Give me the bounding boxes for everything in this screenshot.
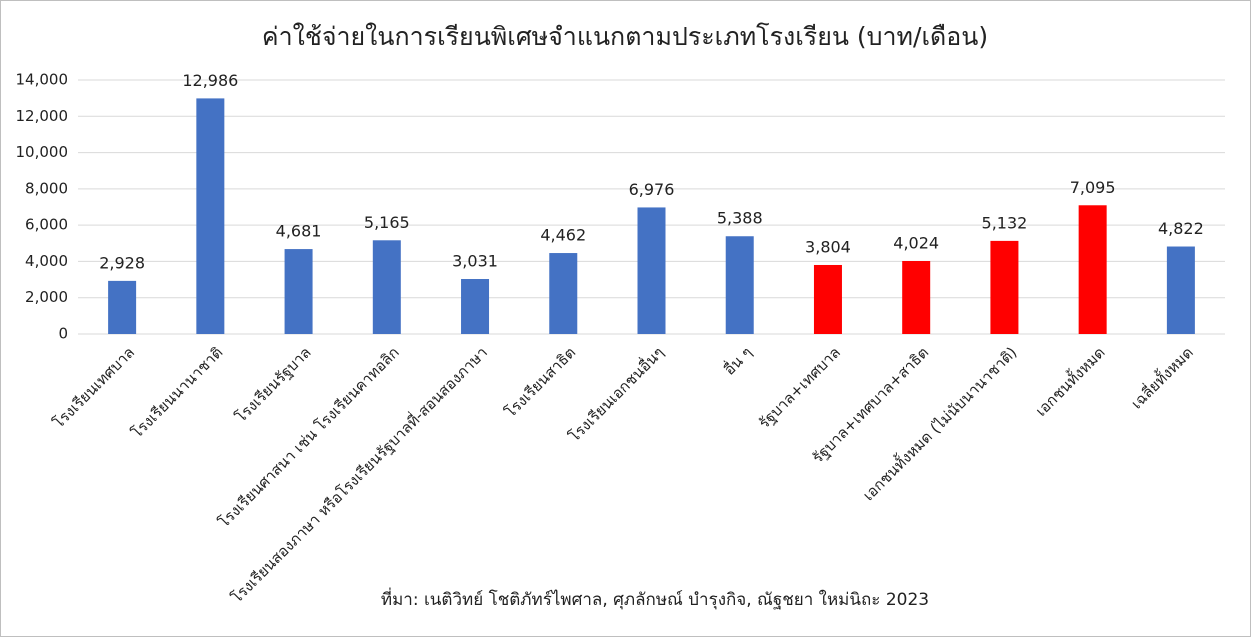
data-label: 5,165	[364, 213, 410, 232]
y-tick-label: 4,000	[25, 252, 68, 270]
y-tick-label: 8,000	[25, 179, 68, 197]
data-label: 4,681	[276, 222, 322, 241]
bar	[549, 253, 578, 334]
data-label: 12,986	[182, 71, 238, 90]
y-tick-label: 14,000	[16, 71, 69, 89]
data-label: 6,976	[629, 180, 675, 199]
bar	[461, 279, 490, 334]
data-label: 5,388	[717, 209, 763, 228]
data-label: 7,095	[1070, 178, 1116, 197]
source-note: ที่มา: เนติวิทย์ โชติภัทร์ไพศาล, ศุภลักษ…	[381, 587, 929, 610]
bar	[372, 240, 401, 334]
data-label: 5,132	[982, 213, 1028, 232]
data-label: 3,804	[805, 237, 851, 256]
bar	[1078, 205, 1107, 334]
data-label: 4,462	[540, 226, 586, 245]
bar	[284, 249, 313, 334]
bar	[990, 240, 1019, 334]
y-tick-label: 12,000	[16, 107, 69, 125]
bar	[813, 264, 842, 334]
data-label: 2,928	[99, 253, 145, 272]
y-tick-label: 10,000	[16, 143, 69, 161]
data-label: 4,024	[893, 233, 939, 252]
y-tick-label: 2,000	[25, 288, 68, 306]
y-tick-label: 0	[58, 325, 68, 343]
bar	[1166, 246, 1195, 334]
data-label: 4,822	[1158, 219, 1204, 238]
bar	[196, 98, 225, 335]
bar	[725, 236, 754, 334]
bar	[902, 260, 931, 334]
data-label: 3,031	[452, 252, 498, 271]
bar	[108, 280, 137, 334]
bar	[637, 207, 666, 334]
chart-title: ค่าใช้จ่ายในการเรียนพิเศษจำแนกตามประเภทโ…	[262, 22, 988, 51]
y-tick-label: 6,000	[25, 216, 68, 234]
